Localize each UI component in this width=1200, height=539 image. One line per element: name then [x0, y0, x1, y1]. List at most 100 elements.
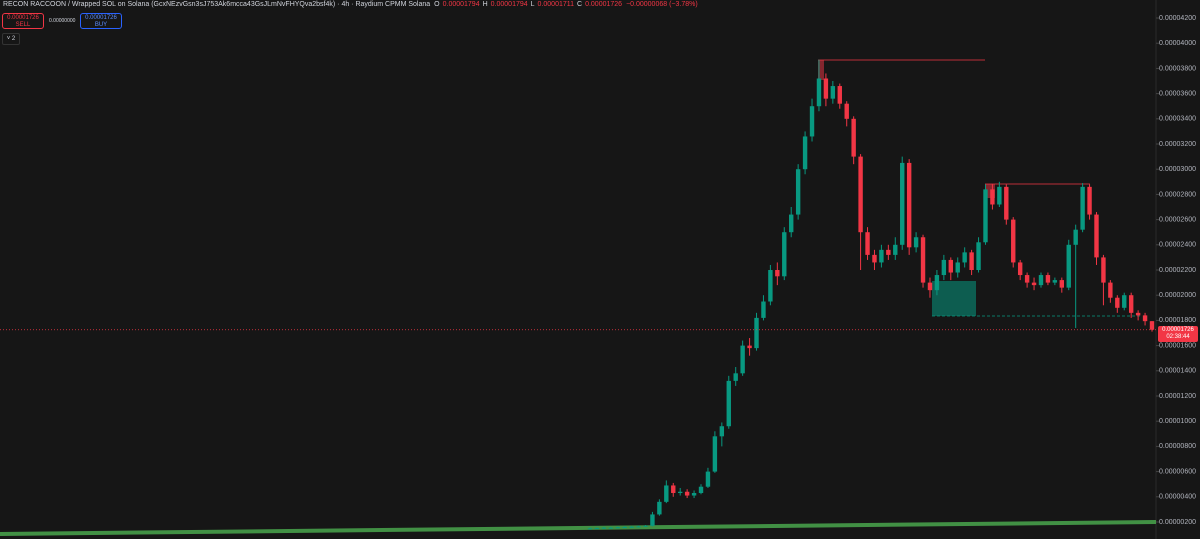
y-tick-label: 0.00002600 [1159, 216, 1196, 223]
candle-body [719, 426, 725, 437]
candle-body [671, 485, 676, 494]
drawing-box [985, 184, 995, 198]
candle-body [858, 156, 863, 233]
spread: 0.00000000 [49, 18, 76, 24]
ohlc-value: 0.00001794 [490, 1, 528, 8]
candle-body [643, 525, 648, 527]
candle-body [795, 169, 801, 215]
y-tick-label: 0.00002800 [1159, 191, 1196, 198]
candle-body [1108, 282, 1113, 298]
candle-body [629, 526, 634, 528]
candle-body [865, 232, 870, 255]
y-tick-label: 0.00003800 [1159, 65, 1196, 72]
y-tick-label: 0.00000200 [1159, 519, 1196, 526]
candle-body [1122, 295, 1127, 308]
tag-countdown: 02:38:44 [1166, 333, 1190, 340]
y-tick-label: 0.00003400 [1159, 116, 1196, 123]
candle-body [1066, 244, 1071, 288]
candle-body [983, 189, 988, 243]
candle-body [740, 345, 745, 374]
candle-body [1142, 315, 1148, 322]
candle-body [1031, 282, 1037, 286]
candle-body [622, 527, 627, 529]
candle-body [879, 249, 884, 263]
candle-body [816, 78, 822, 107]
y-tick-label: 0.00004000 [1159, 40, 1196, 47]
candle-body [997, 186, 1002, 205]
candle-body [1128, 295, 1134, 313]
candle-body [650, 514, 655, 526]
candle-body [1101, 257, 1106, 283]
candle-body [698, 486, 704, 494]
candle-body [1017, 262, 1023, 276]
candle-body [1052, 280, 1058, 283]
y-tick-label: 0.00001800 [1159, 317, 1196, 324]
candle-body [851, 118, 856, 157]
candle-body [872, 254, 877, 263]
y-tick-label: 0.00002000 [1159, 292, 1196, 299]
trend-band [0, 520, 1157, 536]
candle-body [1149, 321, 1155, 330]
buy-button[interactable]: 0.00001726 BUY [80, 13, 122, 29]
candle-body [893, 244, 898, 255]
indicator-toggle[interactable]: ˅ 2 [2, 33, 20, 45]
candle-body [782, 232, 787, 277]
y-tick-label: 0.00001600 [1159, 342, 1196, 349]
candle-body [1011, 219, 1016, 263]
symbol-title: RECON RACCOON / Wrapped SOL on Solana (G… [3, 1, 431, 8]
candle-body [934, 275, 940, 291]
candle-body [677, 491, 683, 494]
y-tick-label: 0.00001400 [1159, 368, 1196, 375]
buy-price: 0.00001726 [85, 15, 117, 21]
drawing-box [818, 60, 824, 80]
candle-body [886, 249, 891, 255]
candle-body [927, 282, 933, 291]
candle-body [906, 162, 912, 248]
sell-button[interactable]: 0.00001726 SELL [2, 13, 44, 29]
y-tick-label: 0.00000600 [1159, 468, 1196, 475]
candle-body [900, 162, 905, 245]
candle-body [990, 189, 995, 205]
candle-body [920, 237, 926, 283]
y-tick-label: 0.00003600 [1159, 90, 1196, 97]
sell-label: SELL [15, 22, 31, 28]
y-tick-label: 0.00000800 [1159, 443, 1196, 450]
candle-body [802, 136, 808, 170]
candle-body [1004, 186, 1009, 220]
ohlc-key: O [434, 1, 440, 8]
candle-body [1073, 229, 1078, 245]
candle-body [775, 270, 780, 277]
candle-body [768, 270, 773, 302]
indicator-count: 2 [11, 36, 16, 42]
y-tick-label: 0.00003200 [1159, 141, 1196, 148]
candle-body [761, 301, 766, 318]
y-tick-label: 0.00001200 [1159, 393, 1196, 400]
candle-body [747, 345, 752, 349]
candle-body [1045, 275, 1051, 283]
y-tick-label: 0.00002400 [1159, 242, 1196, 249]
candle-body [1115, 297, 1120, 308]
drawing-box [932, 281, 976, 316]
candle-body [962, 252, 967, 263]
candle-body [1024, 275, 1030, 283]
candle-body [955, 262, 960, 273]
candle-body [636, 526, 641, 528]
candle-body [705, 471, 711, 487]
candle-body [809, 106, 815, 137]
candle-body [844, 103, 849, 119]
sell-price: 0.00001726 [7, 15, 39, 21]
ohlc-value: 0.00001794 [442, 1, 480, 8]
candle-body [712, 436, 718, 472]
y-tick-label: 0.00002200 [1159, 267, 1196, 274]
ohlc-value: 0.00001726 [585, 1, 623, 8]
buy-label: BUY [94, 22, 108, 28]
y-tick-label: 0.00004200 [1159, 15, 1196, 22]
y-tick-label: 0.00000400 [1159, 494, 1196, 501]
candle-body [830, 86, 836, 99]
candle-body [733, 373, 738, 381]
y-tick-label: 0.00001000 [1159, 418, 1196, 425]
candle-body [948, 259, 953, 273]
y-tick-label: 0.00003000 [1159, 166, 1196, 173]
header: RECON RACCOON / Wrapped SOL on Solana (G… [3, 1, 698, 8]
candle-body [608, 527, 614, 529]
